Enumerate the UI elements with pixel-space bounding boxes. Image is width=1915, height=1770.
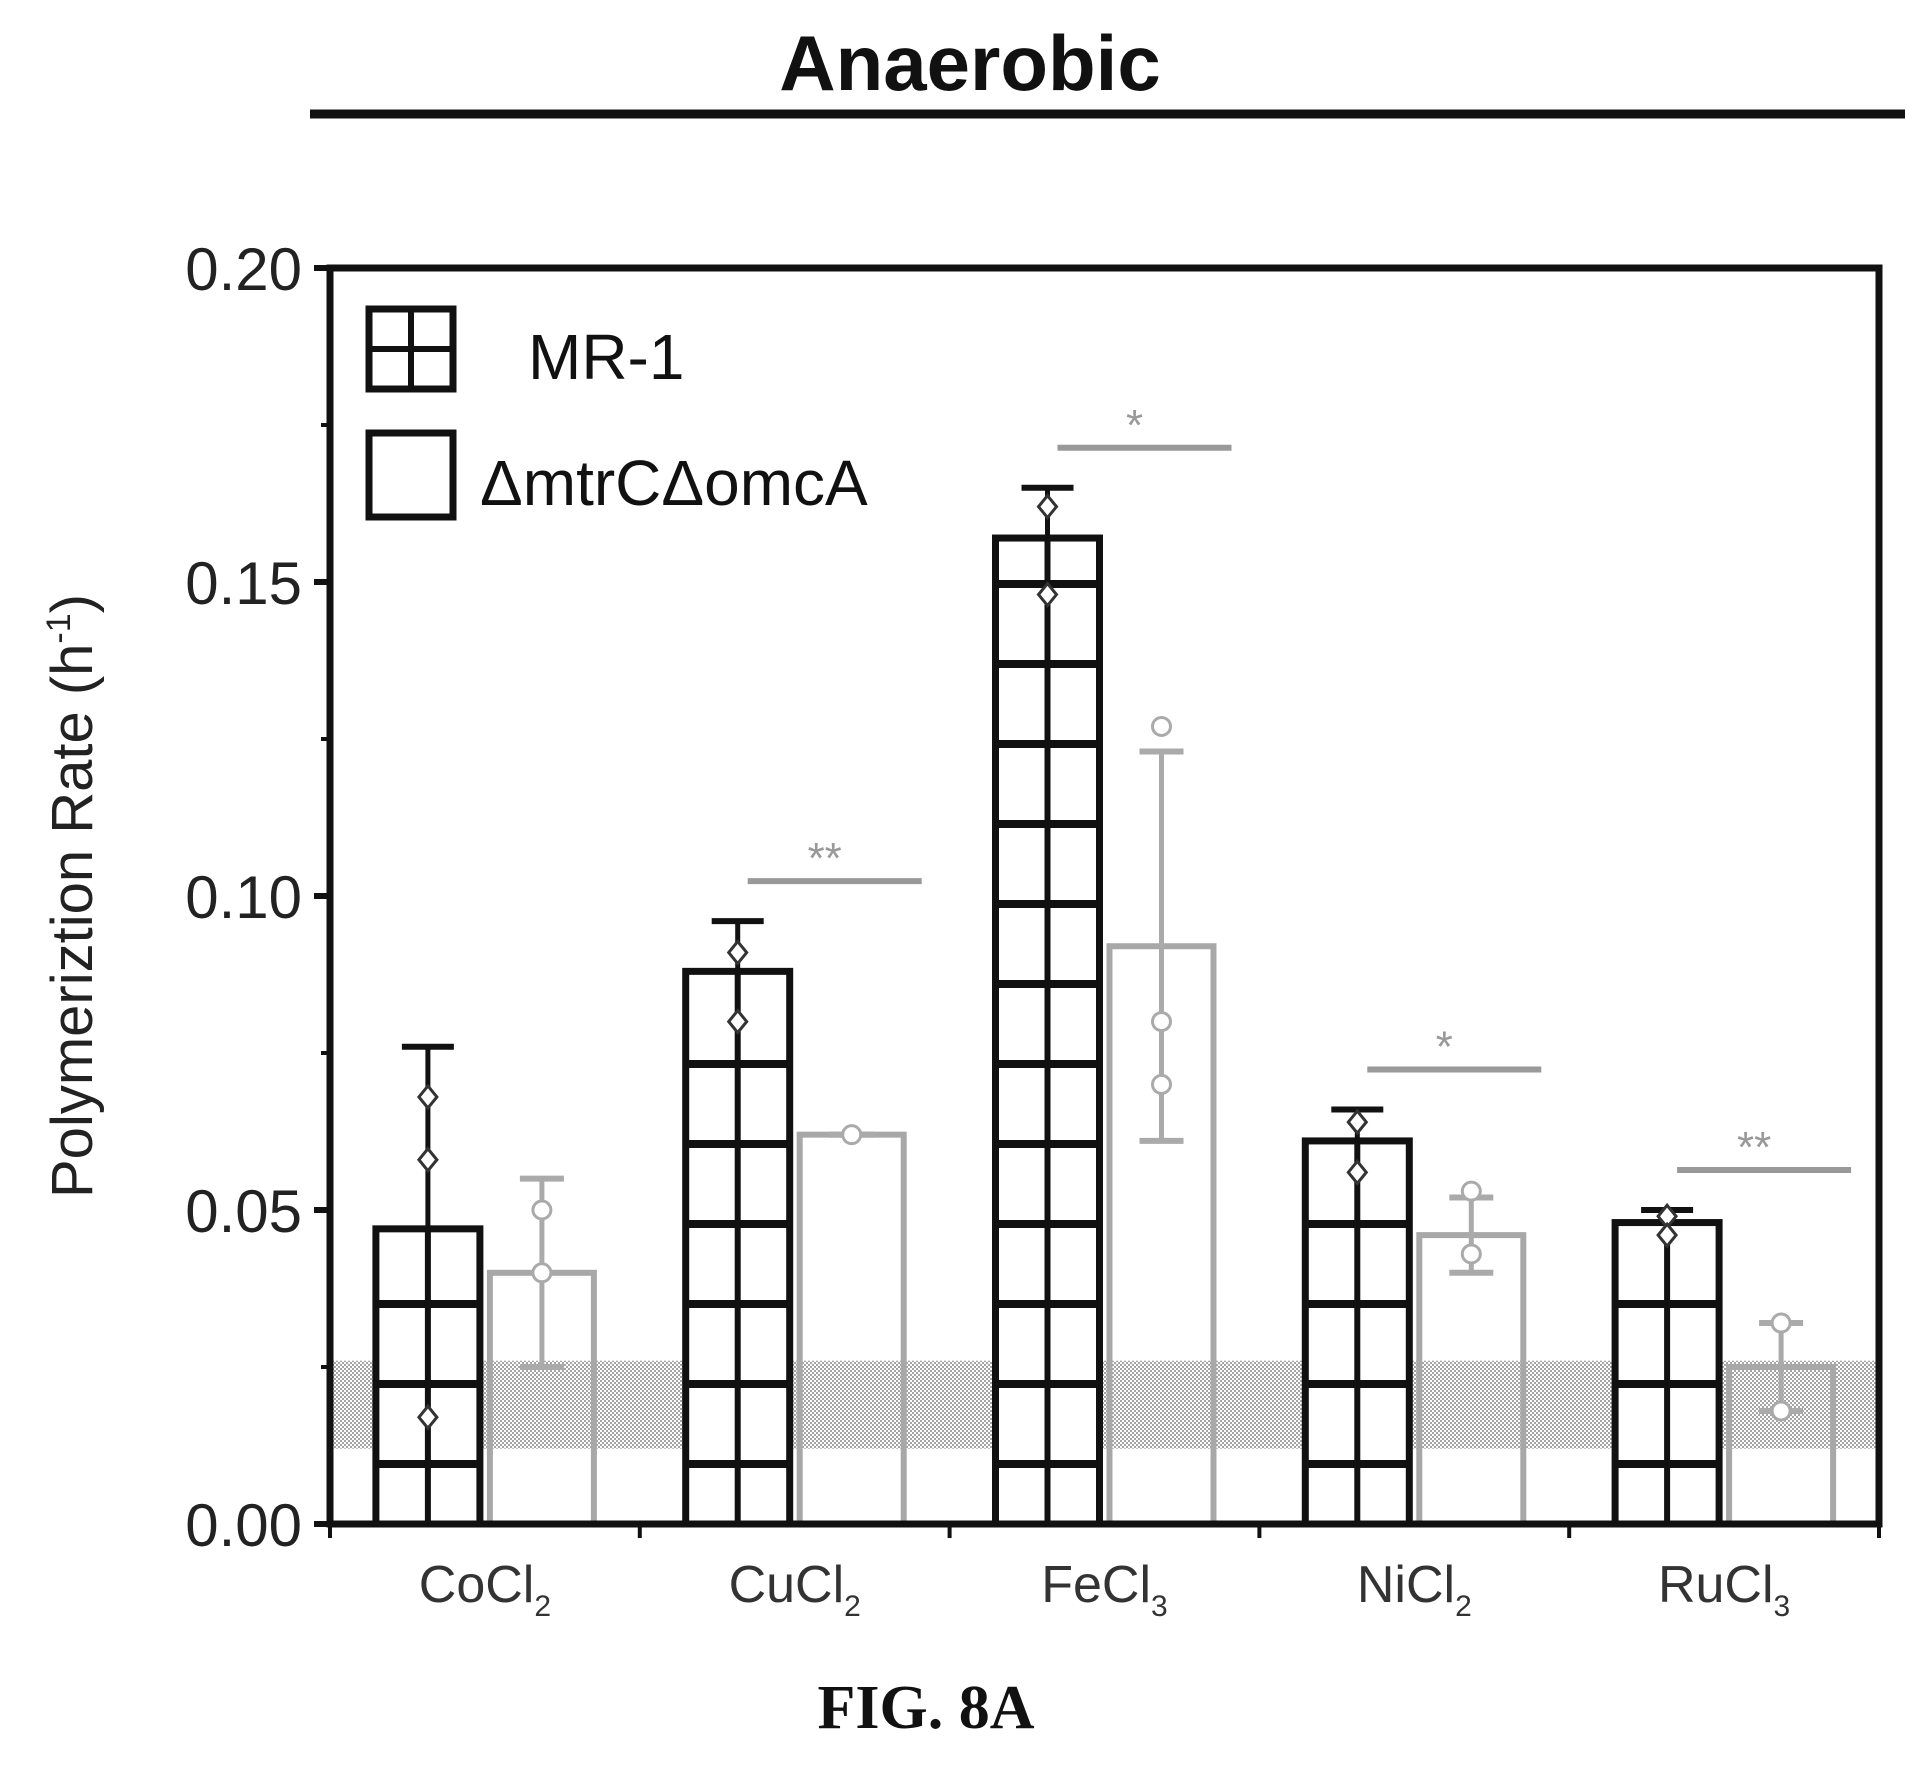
x-tick-label-subscript: 2 — [1455, 1590, 1472, 1623]
legend-swatch-empty — [365, 429, 457, 521]
significance-marker: * — [1126, 401, 1143, 450]
data-point-mr1 — [1346, 1108, 1369, 1136]
bar-mutant-body — [796, 1131, 907, 1527]
legend: MR-1 ΔmtrCΔomcA — [365, 305, 868, 521]
y-tick-label: 0.05 — [185, 1178, 302, 1245]
bar-mr1 — [1301, 1106, 1413, 1528]
data-point-mutant — [531, 1262, 553, 1284]
data-point-mutant — [531, 1199, 553, 1221]
data-point-mutant — [841, 1124, 863, 1146]
data-point-mutant — [1770, 1312, 1792, 1334]
data-point-mr1 — [1656, 1221, 1679, 1249]
y-axis-label-suffix: ) — [40, 594, 105, 613]
x-tick-label-base: NiCl — [1357, 1556, 1455, 1614]
data-point-mutant — [1460, 1243, 1482, 1265]
x-tick-label-subscript: 3 — [1151, 1590, 1168, 1623]
y-axis-label-main: Polymeriztion Rate (h — [40, 644, 105, 1198]
figure-caption: FIG. 8A — [818, 1674, 1035, 1742]
bar-mr1 — [1611, 1202, 1723, 1528]
significance-marker: * — [1436, 1023, 1453, 1072]
x-tick-label: NiCl2 — [1357, 1556, 1472, 1623]
data-point-mutant — [1151, 1073, 1172, 1095]
x-tick-label-subscript: 2 — [844, 1590, 861, 1623]
data-point-mr1 — [416, 1083, 439, 1111]
y-axis: 0.00 0.05 0.10 0.15 0.20 — [185, 236, 330, 1559]
x-tick-label: CoCl2 — [419, 1556, 551, 1623]
data-point-mr1 — [1036, 493, 1059, 521]
x-tick-label-subscript: 3 — [1774, 1590, 1791, 1623]
bar-mutant — [1416, 1180, 1527, 1527]
bar-mr1 — [372, 1043, 484, 1528]
x-tick-label: FeCl3 — [1041, 1556, 1167, 1623]
data-point-mr1 — [1346, 1158, 1369, 1186]
y-tick-label: 0.15 — [185, 550, 302, 617]
data-point-mr1 — [726, 939, 749, 966]
y-axis-label-superscript: -1 — [40, 613, 78, 643]
bar-mr1 — [682, 918, 794, 1528]
y-axis-label: Polymeriztion Rate (h-1) — [40, 594, 105, 1198]
data-point-mr1 — [416, 1403, 439, 1431]
data-point-mutant — [1460, 1180, 1482, 1202]
y-tick-label: 0.20 — [185, 236, 302, 303]
data-point-mutant — [1770, 1400, 1792, 1422]
panel-title: Anaerobic — [779, 19, 1160, 107]
x-tick-label: RuCl3 — [1658, 1556, 1790, 1623]
x-tick-label-subscript: 2 — [534, 1590, 551, 1623]
legend-label-mutant: ΔmtrCΔomcA — [480, 447, 868, 519]
x-axis: CoCl2 CuCl2 FeCl3 NiCl2 RuCl3 — [328, 1524, 1881, 1623]
y-tick-label: 0.10 — [185, 864, 302, 931]
x-tick-label-base: CuCl — [729, 1556, 845, 1614]
bar-mutant — [486, 1175, 597, 1528]
x-tick-label-base: FeCl — [1041, 1556, 1151, 1614]
data-point-mutant — [1151, 715, 1172, 737]
x-tick-label-base: CoCl — [419, 1556, 535, 1614]
data-point-mr1 — [1036, 581, 1059, 608]
y-tick-label: 0.00 — [185, 1492, 302, 1559]
data-point-mr1 — [726, 1008, 749, 1035]
x-tick-label: CuCl2 — [729, 1556, 861, 1623]
significance-marker: ** — [808, 834, 842, 883]
significance-marker: ** — [1737, 1123, 1771, 1172]
x-tick-label-base: RuCl — [1658, 1556, 1774, 1614]
bar-mutant — [796, 1124, 907, 1527]
legend-swatch-grid — [365, 305, 457, 393]
bar-mr1 — [992, 484, 1103, 1528]
bars-layer: ****** — [372, 401, 1852, 1528]
legend-label-mr1: MR-1 — [528, 321, 684, 393]
data-point-mutant — [1151, 1011, 1172, 1033]
data-point-mr1 — [416, 1146, 439, 1174]
